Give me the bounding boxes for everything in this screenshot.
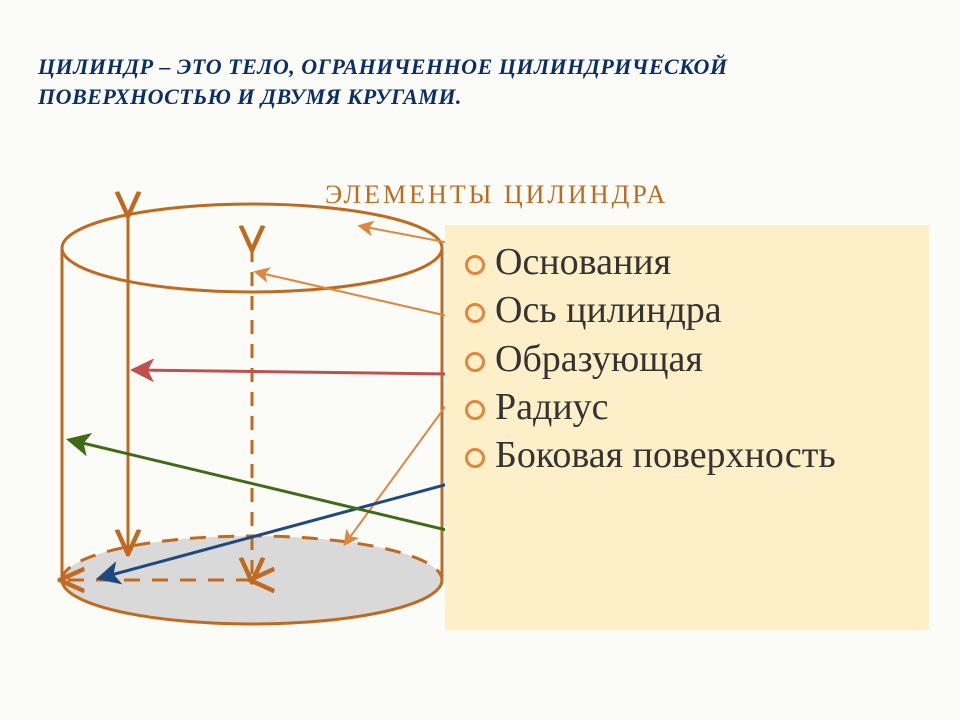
legend-item-osnovaniya: Основания [465, 239, 915, 285]
legend-box: Основания Ось цилиндра Образующая Радиус… [445, 225, 929, 630]
legend-item-bokovaya: Боковая поверхность [465, 432, 915, 478]
legend-list: Основания Ось цилиндра Образующая Радиус… [465, 239, 915, 479]
legend-item-os: Ось цилиндра [465, 287, 915, 333]
legend-item-radius: Радиус [465, 384, 915, 430]
arrow-axis [256, 272, 465, 320]
legend-label: Боковая поверхность [495, 434, 836, 476]
legend-label: Радиус [495, 386, 609, 428]
slide: ЦИЛИНДР – ЭТО ТЕЛО, ОГРАНИЧЕННОЕ ЦИЛИНДР… [0, 0, 960, 720]
legend-label: Ось цилиндра [495, 289, 722, 331]
legend-label: Основания [495, 241, 671, 283]
legend-item-obrazuyushchaya: Образующая [465, 336, 915, 382]
legend-label: Образующая [495, 338, 703, 380]
